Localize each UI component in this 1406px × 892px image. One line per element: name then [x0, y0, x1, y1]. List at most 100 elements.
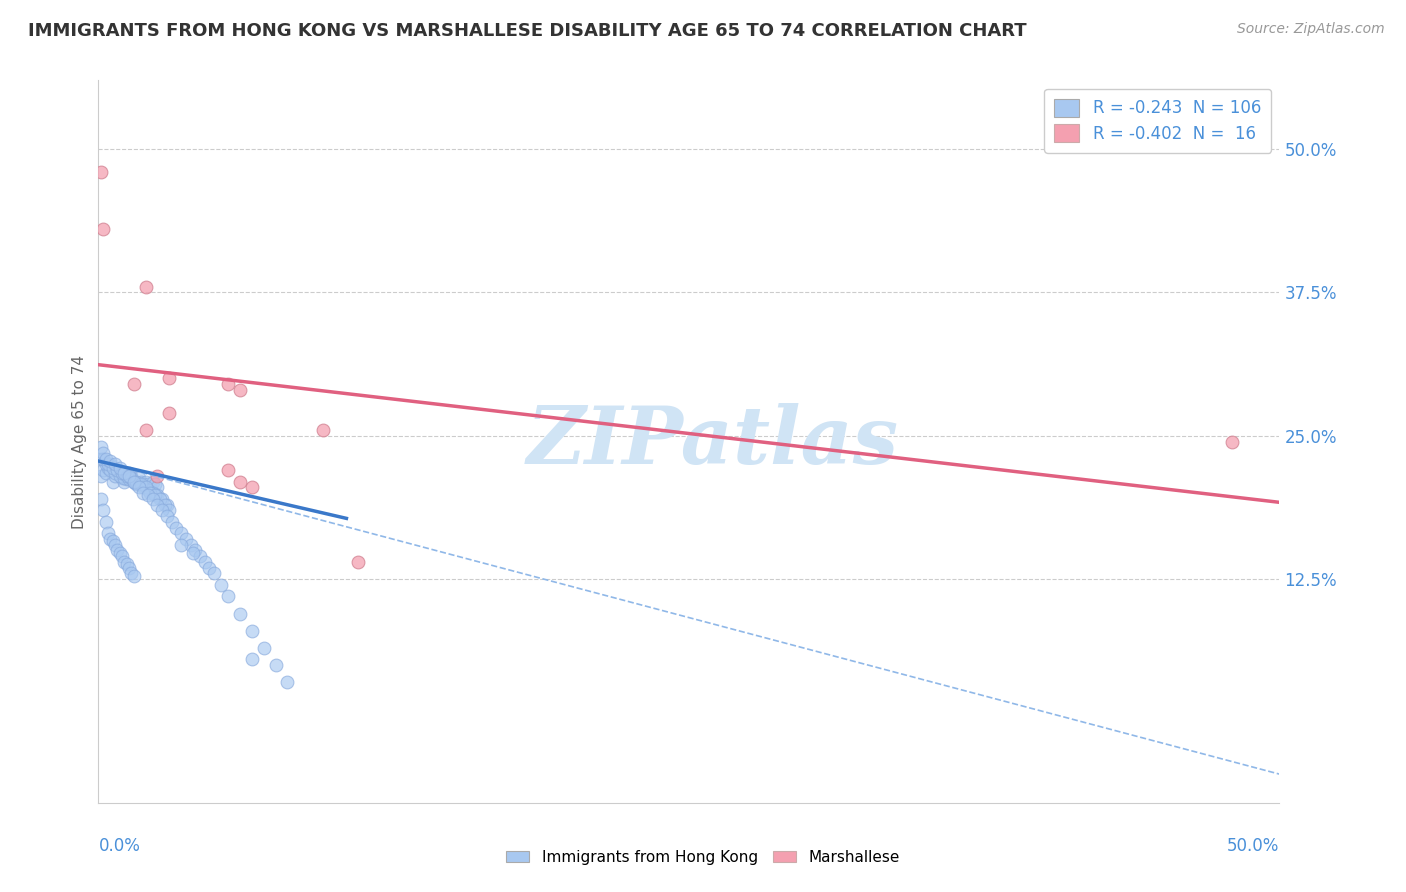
Point: [125, 477, 148, 491]
Point: [217, 590, 239, 604]
Point: [136, 483, 159, 497]
Point: [94, 458, 117, 472]
Point: [156, 498, 179, 512]
Point: [240, 624, 263, 638]
Point: [108, 469, 131, 483]
Point: [217, 377, 239, 392]
Point: [132, 486, 155, 500]
Point: [112, 555, 135, 569]
Point: [98, 458, 121, 472]
Point: [94, 451, 117, 466]
Point: [181, 546, 204, 560]
Point: [118, 472, 141, 486]
Point: [118, 560, 141, 574]
Point: [122, 568, 145, 582]
Point: [118, 466, 141, 480]
Point: [146, 480, 169, 494]
Point: [122, 475, 145, 489]
Point: [157, 406, 180, 420]
Point: [97, 458, 120, 472]
Text: IMMIGRANTS FROM HONG KONG VS MARSHALLESE DISABILITY AGE 65 TO 74 CORRELATION CHA: IMMIGRANTS FROM HONG KONG VS MARSHALLESE…: [28, 22, 1026, 40]
Point: [132, 477, 155, 491]
Point: [180, 538, 202, 552]
Point: [90, 451, 112, 466]
Point: [129, 475, 152, 489]
Point: [115, 558, 138, 572]
Point: [136, 488, 159, 502]
Point: [94, 466, 117, 480]
Point: [136, 477, 159, 491]
Point: [108, 461, 131, 475]
Point: [276, 675, 298, 690]
Point: [101, 475, 124, 489]
Point: [135, 279, 157, 293]
Point: [153, 498, 176, 512]
Point: [108, 546, 131, 560]
Point: [104, 538, 127, 552]
Point: [157, 371, 180, 385]
Point: [105, 543, 128, 558]
Point: [146, 469, 169, 483]
Point: [128, 471, 150, 485]
Point: [135, 423, 157, 437]
Point: [112, 466, 135, 480]
Text: ZIPatlas: ZIPatlas: [526, 403, 898, 480]
Point: [91, 463, 114, 477]
Point: [240, 480, 263, 494]
Point: [143, 477, 166, 491]
Point: [347, 555, 370, 569]
Point: [121, 566, 143, 581]
Point: [91, 451, 114, 466]
Point: [170, 538, 193, 552]
Point: [160, 515, 183, 529]
Point: [90, 165, 112, 179]
Point: [125, 475, 148, 489]
Point: [170, 526, 193, 541]
Point: [128, 480, 150, 494]
Point: [135, 475, 157, 489]
Point: [139, 486, 162, 500]
Point: [143, 488, 166, 502]
Point: [115, 472, 138, 486]
Point: [91, 446, 114, 460]
Point: [112, 471, 135, 485]
Point: [209, 578, 232, 592]
Point: [165, 520, 187, 534]
Point: [108, 466, 131, 480]
Point: [121, 469, 143, 483]
Point: [135, 480, 157, 494]
Point: [142, 475, 165, 489]
Point: [202, 566, 225, 581]
Point: [188, 549, 211, 564]
Point: [91, 503, 114, 517]
Legend: R = -0.243  N = 106, R = -0.402  N =  16: R = -0.243 N = 106, R = -0.402 N = 16: [1045, 88, 1271, 153]
Point: [105, 463, 128, 477]
Point: [101, 534, 124, 549]
Point: [104, 458, 127, 472]
Point: [122, 475, 145, 489]
Point: [174, 532, 197, 546]
Point: [146, 488, 169, 502]
Point: [91, 222, 114, 236]
Point: [90, 469, 112, 483]
Point: [149, 491, 172, 506]
Point: [122, 475, 145, 489]
Point: [111, 549, 134, 564]
Point: [1220, 434, 1243, 449]
Point: [253, 640, 276, 655]
Point: [156, 509, 179, 524]
Point: [122, 377, 145, 392]
Text: Source: ZipAtlas.com: Source: ZipAtlas.com: [1237, 22, 1385, 37]
Point: [98, 454, 121, 468]
Point: [194, 555, 217, 569]
Point: [121, 471, 143, 485]
Point: [97, 526, 120, 541]
Point: [132, 480, 155, 494]
Point: [112, 475, 135, 489]
Point: [115, 469, 138, 483]
Point: [150, 491, 173, 506]
Text: 0.0%: 0.0%: [98, 837, 141, 855]
Point: [142, 486, 165, 500]
Point: [128, 477, 150, 491]
Point: [198, 560, 221, 574]
